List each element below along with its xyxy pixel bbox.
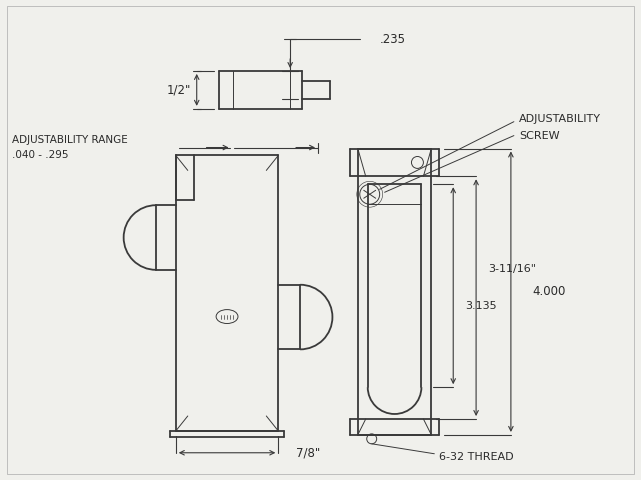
Text: 4.000: 4.000 xyxy=(533,285,566,298)
Text: 3.135: 3.135 xyxy=(465,301,497,311)
Text: ADJUSTABILITY: ADJUSTABILITY xyxy=(519,114,601,124)
Text: .235: .235 xyxy=(379,33,406,46)
Text: .040 - .295: .040 - .295 xyxy=(12,151,69,160)
Text: SCREW: SCREW xyxy=(519,131,560,141)
Text: 7/8": 7/8" xyxy=(296,446,320,459)
Text: 3-11/16": 3-11/16" xyxy=(488,264,536,274)
Text: ADJUSTABILITY RANGE: ADJUSTABILITY RANGE xyxy=(12,134,128,144)
Text: 1/2": 1/2" xyxy=(167,84,191,96)
Text: 6-32 THREAD: 6-32 THREAD xyxy=(439,452,514,462)
